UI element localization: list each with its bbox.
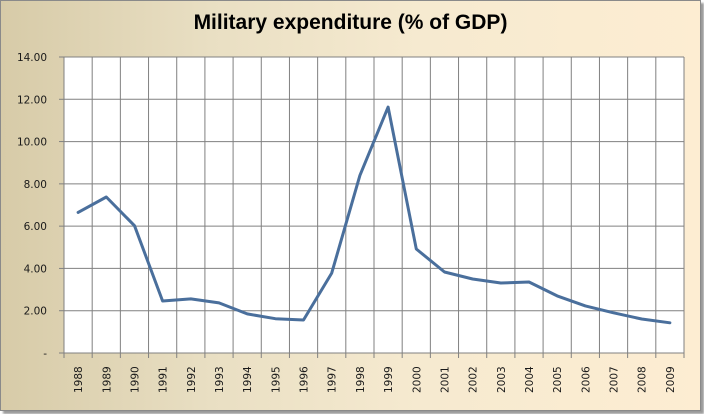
x-tick-label: 1997 [327,366,339,393]
x-tick-label: 1994 [242,366,254,393]
x-tick-label: 2004 [524,366,536,393]
gridlines [63,56,685,358]
x-tick-label: 2007 [609,366,621,393]
y-tick-label: - [43,348,47,360]
y-tick-label: 14.00 [17,52,47,64]
x-tick-label: 1996 [299,366,311,393]
x-tick-label: 1998 [355,366,367,393]
x-tick-label: 2009 [665,366,677,393]
y-axis: - 2.00 4.00 6.00 8.00 10.00 12.00 14.00 [17,52,65,360]
y-tick-label: 8.00 [24,179,47,191]
x-tick-label: 2008 [637,366,649,393]
y-tick-label: 10.00 [17,137,47,149]
x-tick-label: 2002 [468,366,480,393]
y-tick-label: 2.00 [24,306,47,318]
x-tick-label: 1988 [73,366,85,393]
x-tick-label: 1992 [186,366,198,393]
series-group [76,105,672,325]
x-tick-label: 2005 [552,366,564,393]
x-tick-label: 1990 [129,366,141,393]
x-tick-label: 1991 [158,366,170,393]
x-tick-label: 1989 [101,366,113,393]
x-tick-label: 2003 [496,366,508,393]
x-tick-label: 2000 [411,366,423,393]
x-tick-label: 1993 [214,366,226,393]
series-line [76,105,672,325]
y-tick-label: 4.00 [24,263,47,275]
x-tick-label: 1999 [383,366,395,393]
x-axis: 1988 1989 1990 1991 1992 1993 1994 1995 1996 1997… [64,352,684,393]
x-tick-label: 2006 [580,366,592,393]
x-tick-label: 2001 [439,366,451,393]
y-tick-label: 6.00 [24,221,47,233]
y-tick-label: 12.00 [17,94,47,106]
chart-title: Military expenditure (% of GDP) [193,11,508,34]
x-tick-label: 1995 [270,366,282,393]
